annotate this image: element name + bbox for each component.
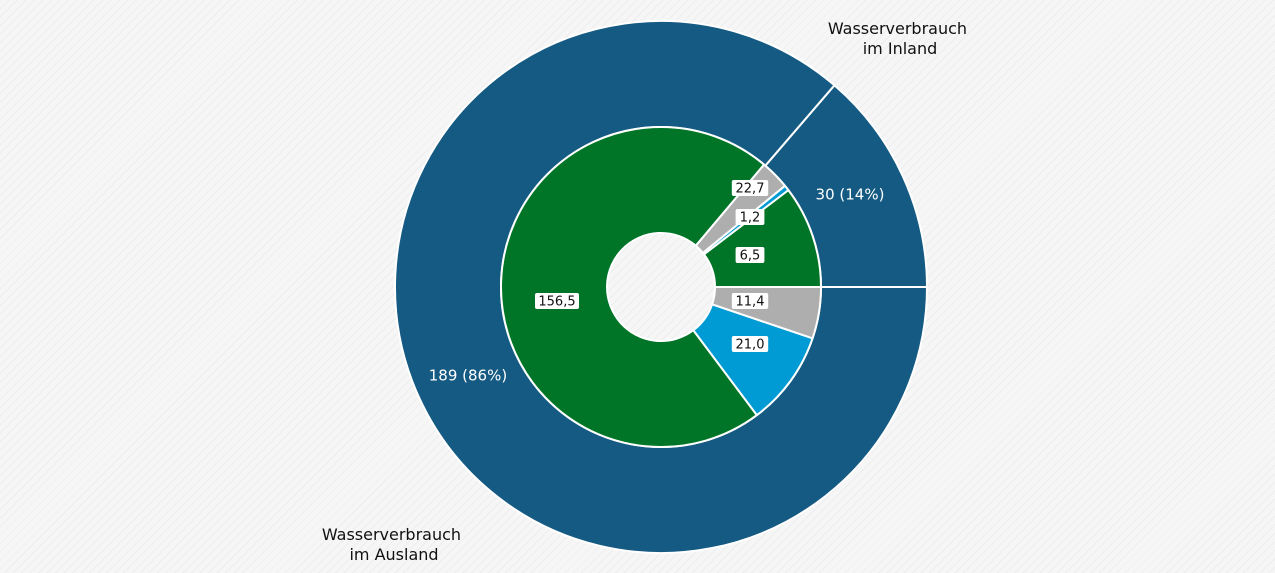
inner-slice-3 (500, 126, 766, 448)
outer-category-labels: Wasserverbrauch im Inland Wasserverbrauc… (322, 19, 972, 564)
outer-ring (394, 20, 928, 554)
outer-value-label-inland: 30 (14%) (816, 186, 885, 204)
category-label-ausland: Wasserverbrauch im Ausland (322, 525, 466, 564)
inner-value-label-1: 1,2 (740, 211, 761, 226)
inner-ring (500, 126, 822, 448)
inner-value-label-2: 6,5 (740, 249, 761, 264)
inner-value-label-box-0 (731, 180, 769, 196)
category-label-inland: Wasserverbrauch im Inland (828, 19, 972, 58)
inner-value-label-box-2 (735, 247, 765, 263)
outer-value-labels: 30 (14%) 189 (86%) (429, 186, 885, 385)
category-label-ausland-line2: im Ausland (349, 545, 438, 564)
category-label-inland-line1: Wasserverbrauch (828, 19, 967, 38)
inner-value-label-box-5 (731, 293, 769, 309)
inner-value-label-box-3 (535, 293, 579, 309)
inner-value-labels: 22,7 1,2 6,5 156,5 21,0 11,4 (535, 180, 769, 353)
inner-value-label-0: 22,7 (736, 182, 765, 197)
inner-value-label-box-4 (731, 336, 769, 352)
category-label-inland-line2: im Inland (863, 39, 938, 58)
inner-value-label-4: 21,0 (736, 338, 765, 353)
inner-value-label-5: 11,4 (736, 295, 765, 310)
inner-value-label-3: 156,5 (538, 295, 575, 310)
outer-value-label-ausland: 189 (86%) (429, 367, 507, 385)
category-label-ausland-line1: Wasserverbrauch (322, 525, 461, 544)
inner-value-label-box-1 (735, 209, 765, 225)
